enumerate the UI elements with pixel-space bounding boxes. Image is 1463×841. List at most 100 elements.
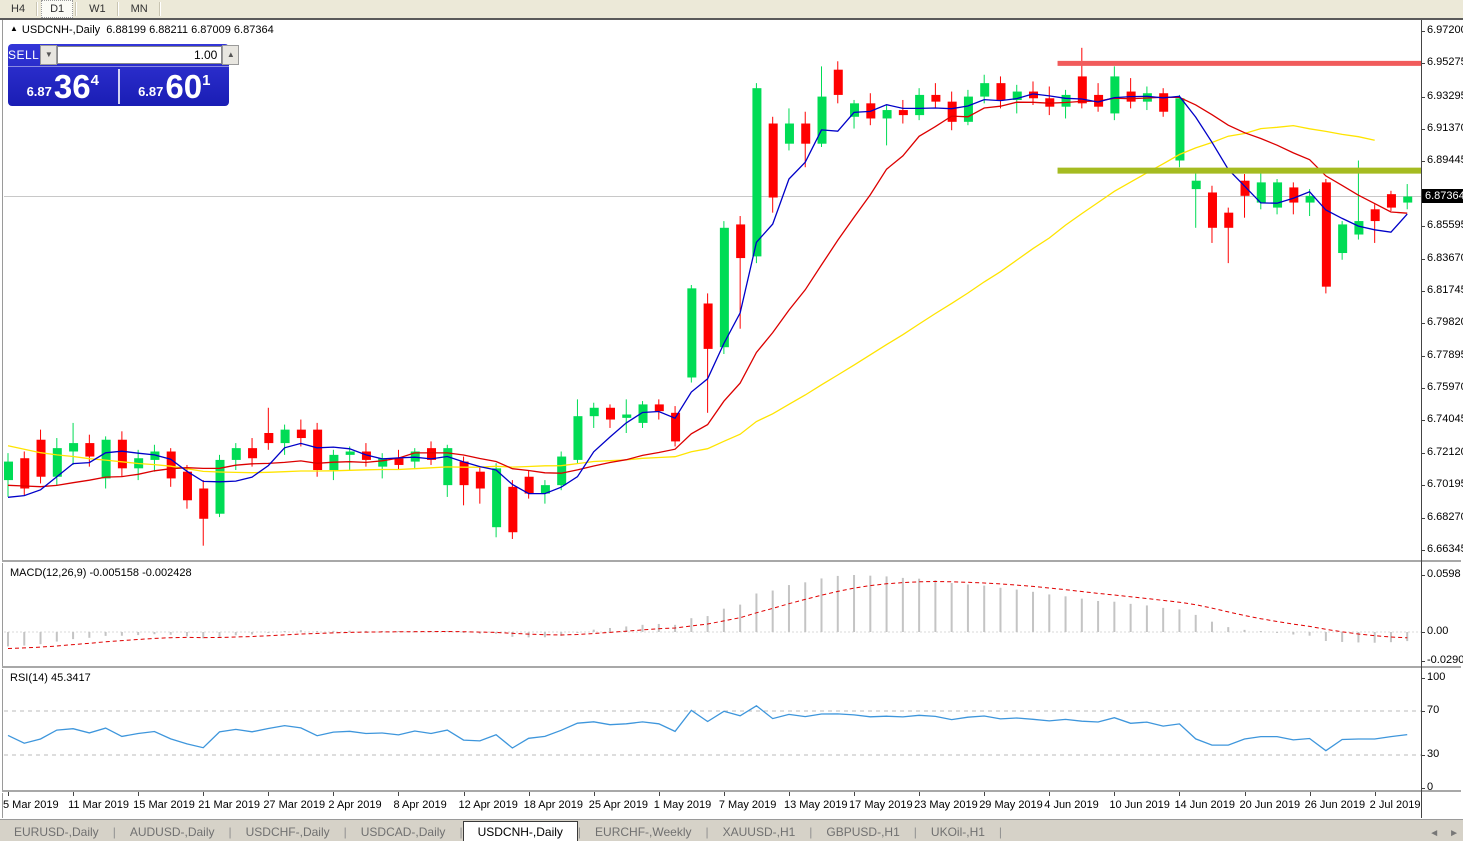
date-tick [138, 792, 140, 796]
tab-separator: | [577, 825, 582, 839]
date-tick [463, 792, 465, 796]
candle-body [4, 461, 13, 481]
candle-body [1386, 194, 1396, 208]
price-axis-label: 6.70195 [1427, 478, 1463, 491]
buy-button[interactable]: BUY [240, 48, 267, 62]
macd-histogram-bar [39, 632, 42, 645]
symbol-tab-xauusd[interactable]: XAUUSD-,H1 [722, 825, 796, 839]
buy-price[interactable]: 6.87 60 1 [120, 67, 230, 106]
volume-increase-button[interactable]: ▲ [222, 45, 240, 65]
rsi-axis-label: 30 [1427, 748, 1440, 760]
rsi-axis-label: 70 [1427, 704, 1440, 716]
macd-histogram-bar [137, 632, 140, 636]
candle-body [427, 448, 437, 460]
volume-decrease-button[interactable]: ▼ [40, 45, 58, 65]
macd-histogram-bar [1162, 607, 1165, 632]
price-chart[interactable] [4, 20, 1421, 560]
candle-body [1110, 76, 1120, 114]
symbol-tab-eurusd[interactable]: EURUSD-,Daily [14, 825, 99, 839]
sell-price[interactable]: 6.87 36 4 [8, 67, 118, 106]
candle-body [1159, 93, 1169, 112]
macd-histogram-bar [1276, 632, 1279, 633]
timeframe-button-d1[interactable]: D1 [41, 0, 74, 18]
date-axis[interactable]: 5 Mar 2019 11 Mar 2019 15 Mar 2019 21 Mar 2… [0, 792, 1463, 819]
symbol-tab-usdchf[interactable]: USDCHF-,Daily [245, 825, 330, 839]
sell-button[interactable]: SELL [8, 48, 40, 62]
date-tick [203, 792, 205, 796]
price-axis-label: 6.91370 [1427, 122, 1463, 135]
macd-histogram-bar [608, 627, 611, 632]
macd-histogram-bar [397, 631, 400, 632]
candle-body [182, 471, 192, 501]
candle-body [280, 429, 290, 444]
macd-histogram-bar [739, 604, 742, 632]
pane-separator[interactable] [2, 560, 1461, 563]
candle-body [20, 458, 30, 489]
macd-histogram-bar [690, 618, 693, 632]
candle-body [1012, 91, 1022, 100]
chart-title-ohlc: ▲ USDCNH-,Daily 6.88199 6.88211 6.87009 6… [10, 24, 274, 36]
macd-histogram-bar [23, 632, 26, 646]
price-axis[interactable]: 6.97200 6.95275 6.93295 6.91370 6.89445 6.855… [1421, 20, 1463, 818]
axis-tick [1421, 452, 1425, 454]
axis-tick [1421, 788, 1425, 789]
timeframe-button-w1[interactable]: W1 [89, 3, 106, 15]
candle-body [36, 439, 46, 477]
candle-body [231, 448, 241, 460]
toolbar-separator [116, 2, 118, 16]
symbol-tab-ukoil[interactable]: UKOil-,H1 [930, 825, 985, 839]
candle-body [1045, 98, 1055, 107]
rsi-pane[interactable] [4, 668, 1421, 790]
candle-body [475, 471, 485, 489]
pane-separator[interactable] [2, 666, 1461, 669]
date-tick [398, 792, 400, 796]
candle-body [1207, 192, 1217, 228]
candle-body [915, 94, 925, 116]
axis-tick [1421, 226, 1425, 228]
tab-separator: | [809, 825, 813, 839]
axis-tick [1421, 129, 1425, 131]
candle-body [1224, 212, 1234, 228]
macd-axis-label: 0.00 [1427, 625, 1449, 637]
macd-pane[interactable] [4, 563, 1421, 666]
candle-body [1289, 187, 1299, 203]
candle-body [719, 227, 729, 348]
date-tick [1374, 792, 1376, 796]
date-tick [1049, 792, 1051, 796]
macd-histogram-bar [348, 630, 351, 632]
symbol-tab-usdcnh[interactable]: USDCNH-,Daily [462, 821, 578, 841]
symbol-tab-eurchf[interactable]: EURCHF-,Weekly [595, 825, 692, 839]
date-axis-label: 14 Jun 2019 [1174, 799, 1235, 811]
timeframe-button-h4[interactable]: H4 [11, 3, 26, 15]
timeframe-button-mn[interactable]: MN [130, 3, 148, 15]
symbol-tab-audusd[interactable]: AUDUSD-,Daily [129, 825, 215, 839]
rsi-axis-label: 100 [1427, 671, 1446, 683]
macd-histogram-bar [1032, 591, 1035, 632]
macd-histogram-bar [1406, 632, 1409, 642]
axis-tick [1421, 549, 1425, 551]
macd-histogram-bar [251, 632, 254, 635]
candle-body [736, 224, 746, 259]
tab-scroll-right-icon[interactable]: ► [1449, 828, 1459, 839]
pane-separator[interactable] [2, 790, 1461, 793]
timeframe-toolbar: H4 D1 W1 MN [0, 0, 1463, 18]
macd-histogram-bar [169, 632, 172, 635]
symbol-tab-gbpusd[interactable]: GBPUSD-,H1 [826, 825, 900, 839]
macd-histogram-bar [267, 632, 270, 633]
date-axis-label: 21 Mar 2019 [198, 799, 260, 811]
moving-average-line [7, 96, 1408, 488]
one-click-trade-panel: SELL ▼ ▲ BUY 6.87 36 4 6.87 60 1 [8, 44, 266, 106]
candle-body [589, 407, 599, 417]
volume-input[interactable] [57, 46, 223, 64]
symbol-tab-usdcad[interactable]: USDCAD-,Daily [360, 825, 446, 839]
axis-tick [1421, 290, 1425, 292]
buy-price-base: 6.87 [138, 84, 164, 99]
rsi-label: RSI(14) 45.3417 [10, 672, 91, 684]
tab-scroll-left-icon[interactable]: ◄ [1429, 828, 1440, 839]
candle-body [117, 439, 127, 469]
macd-label: MACD(12,26,9) -0.005158 -0.002428 [10, 567, 192, 579]
candle-body [882, 110, 892, 119]
date-axis-label: 13 May 2019 [783, 799, 848, 811]
macd-histogram-bar [771, 590, 774, 632]
oneclick-toggle-icon[interactable]: ▲ [10, 24, 18, 33]
